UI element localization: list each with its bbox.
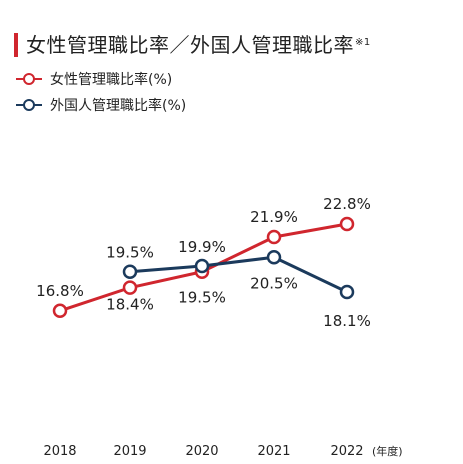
data-point [122,280,138,295]
title-accent-bar [14,33,18,57]
legend-item-women: 女性管理職比率(%) [16,66,186,92]
legend-label-women: 女性管理職比率(%) [50,72,173,88]
series-line [129,255,348,294]
data-point [339,216,355,232]
legend-marker-foreign [16,99,42,111]
data-label: 19.5% [178,289,226,307]
data-label: 19.5% [106,244,154,262]
x-tick-label: 2022 [330,444,363,459]
x-tick-label: 2019 [113,444,146,459]
data-label: 20.5% [250,274,298,292]
x-tick-label: 2020 [185,444,218,459]
series-1: 19.5% 19.9% 20.5% 18.1% [106,238,371,330]
legend-item-foreign: 外国人管理職比率(%) [16,92,186,118]
x-tick-label: 2018 [43,444,76,459]
data-point [266,229,282,245]
data-point [52,303,68,319]
data-label: 19.9% [178,238,226,256]
data-label: 18.4% [106,296,154,314]
legend-marker-women [16,73,42,85]
series-0: 16.8% 18.4% 19.5% 21.9% 22.8% [36,195,371,319]
legend: 女性管理職比率(%) 外国人管理職比率(%) [16,66,186,118]
data-point [339,284,355,300]
data-point [266,250,282,265]
x-tick-label: 2021 [257,444,290,459]
data-label: 22.8% [323,195,371,213]
data-point [194,258,210,274]
x-axis-unit: (年度) [372,444,403,458]
legend-label-foreign: 外国人管理職比率(%) [50,98,187,114]
data-point [122,264,138,279]
data-label: 21.9% [250,208,298,226]
title-footnote-mark: ※1 [355,37,371,48]
data-label: 16.8% [36,282,84,300]
chart-title-text: 女性管理職比率／外国人管理職比率 [26,33,354,57]
chart-title: 女性管理職比率／外国人管理職比率※1 [26,30,371,60]
data-label: 18.1% [323,312,371,330]
chart-title-block: 女性管理職比率／外国人管理職比率※1 [14,30,371,60]
